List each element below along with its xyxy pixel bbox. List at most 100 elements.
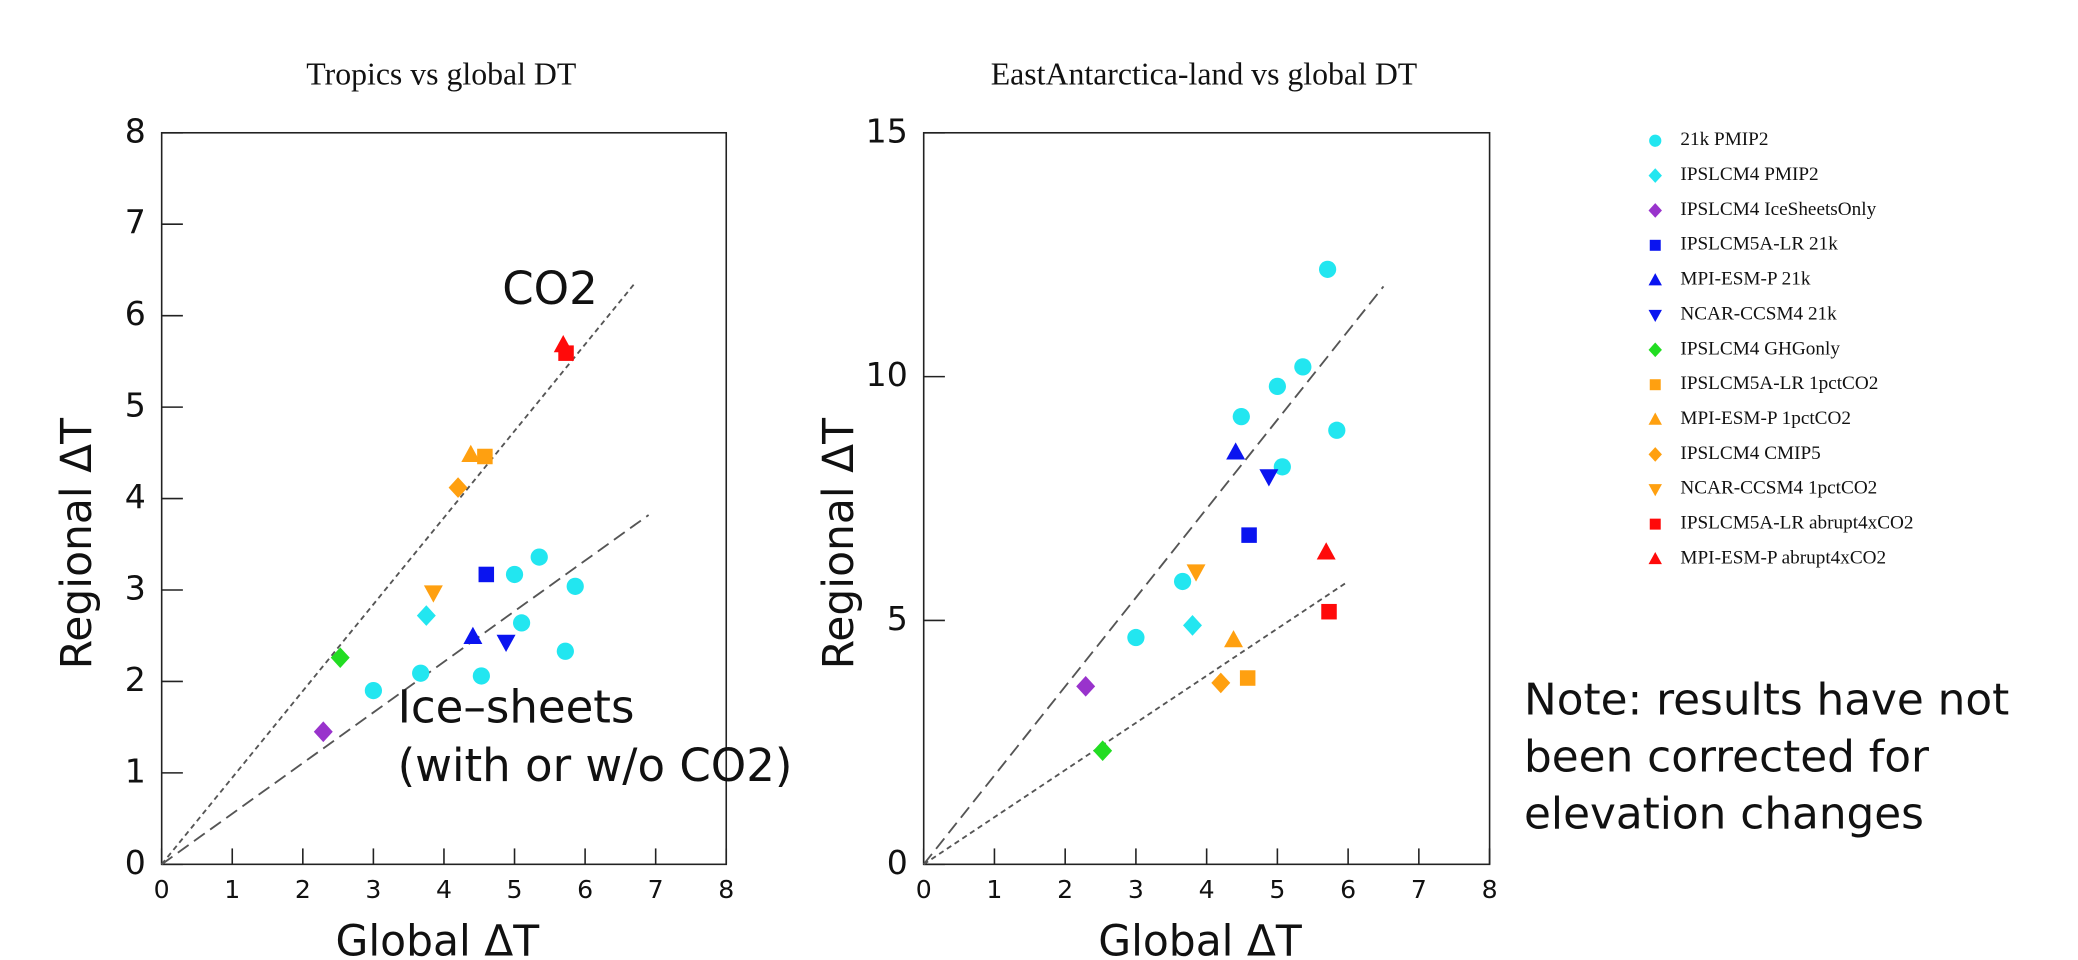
legend-label: 21k PMIP2 — [1680, 129, 1768, 150]
y-axis-label: Regional ΔT — [814, 417, 863, 669]
x-axis-label: Global ΔT — [1098, 916, 1303, 960]
x-tick-label: 1 — [224, 875, 240, 904]
y-tick-label: 5 — [125, 386, 146, 425]
legend-label: IPSLCM5A-LR 21k — [1680, 234, 1838, 255]
y-tick-label: 6 — [125, 294, 146, 333]
x-axis-label: Global ΔT — [336, 916, 541, 960]
x-tick-label: 2 — [1057, 875, 1073, 904]
y-tick-label: 1 — [125, 751, 146, 790]
point — [448, 477, 468, 498]
legend-marker — [1649, 518, 1661, 530]
point — [1183, 615, 1202, 636]
point — [478, 566, 495, 583]
point — [423, 585, 443, 603]
legend-marker — [1648, 342, 1662, 358]
point — [505, 565, 524, 584]
annotation: CO2 — [502, 262, 598, 315]
y-tick-label: 4 — [125, 477, 146, 516]
point — [416, 605, 436, 626]
legend-marker — [1648, 309, 1662, 323]
point — [1226, 442, 1246, 460]
legend-marker — [1648, 551, 1662, 565]
legend-label: MPI-ESM-P 21k — [1680, 269, 1810, 290]
y-tick-label: 0 — [125, 843, 146, 882]
x-tick-label: 2 — [295, 875, 311, 904]
point — [1259, 469, 1279, 487]
legend-label: IPSLCM4 CMIP5 — [1680, 443, 1820, 464]
point — [553, 335, 573, 353]
point — [512, 614, 531, 632]
x-tick-label: 6 — [577, 875, 593, 904]
point — [463, 626, 483, 644]
point — [1186, 564, 1206, 582]
y-tick-label: 15 — [866, 111, 908, 150]
point — [472, 667, 490, 685]
legend-label: NCAR-CCSM4 21k — [1680, 303, 1837, 324]
y-tick-label: 2 — [125, 660, 146, 699]
point — [1127, 628, 1145, 647]
legend-marker — [1649, 134, 1662, 147]
point — [1076, 675, 1096, 697]
note: Note: results have not — [1524, 675, 2009, 726]
point — [566, 577, 584, 595]
point — [496, 634, 516, 653]
point — [556, 642, 574, 660]
legend-marker — [1649, 379, 1661, 391]
x-tick-label: 5 — [1269, 875, 1285, 904]
fit-line — [161, 514, 650, 866]
point — [1211, 672, 1231, 694]
fit-line — [160, 283, 636, 865]
y-tick-label: 7 — [125, 203, 146, 242]
note: elevation changes — [1524, 789, 1924, 840]
point — [1273, 458, 1291, 476]
legend-marker — [1648, 273, 1662, 286]
legend-label: IPSLCM4 IceSheetsOnly — [1680, 199, 1876, 220]
x-tick-label: 0 — [154, 875, 170, 904]
legend-marker — [1649, 239, 1661, 251]
fit-line — [923, 580, 1349, 866]
x-tick-label: 1 — [986, 875, 1002, 904]
x-tick-label: 3 — [1128, 875, 1144, 904]
x-tick-label: 5 — [507, 875, 523, 904]
point — [364, 681, 383, 700]
point — [1224, 630, 1243, 648]
fit-line — [922, 285, 1385, 865]
x-tick-label: 8 — [1482, 875, 1498, 904]
point — [330, 647, 350, 669]
point — [1173, 572, 1192, 591]
point — [461, 444, 481, 462]
x-tick-label: 7 — [1411, 875, 1427, 904]
note: been corrected for — [1524, 732, 1929, 783]
point — [1316, 542, 1336, 560]
point — [1239, 670, 1256, 686]
plot-frame — [922, 131, 1491, 866]
y-tick-label: 5 — [887, 599, 908, 638]
point — [477, 448, 493, 465]
legend-label: MPI-ESM-P abrupt4xCO2 — [1680, 547, 1886, 568]
point — [1093, 740, 1113, 762]
y-tick-label: 0 — [887, 843, 908, 882]
legend-marker — [1648, 412, 1662, 425]
y-tick-label: 10 — [866, 355, 908, 394]
legend-label: IPSLCM5A-LR 1pctCO2 — [1680, 373, 1878, 394]
legend-marker — [1648, 168, 1662, 183]
x-tick-label: 6 — [1340, 875, 1356, 904]
y-tick-label: 3 — [125, 568, 146, 607]
y-tick-label: 8 — [125, 111, 146, 150]
point — [1232, 408, 1250, 426]
y-axis-label: Regional ΔT — [52, 417, 101, 669]
x-tick-label: 4 — [436, 875, 452, 904]
x-tick-label: 3 — [365, 875, 381, 904]
legend-label: NCAR-CCSM4 1pctCO2 — [1680, 478, 1877, 499]
x-tick-label: 8 — [718, 875, 734, 904]
x-tick-label: 0 — [916, 875, 932, 904]
legend-marker — [1648, 447, 1662, 462]
point — [1318, 260, 1337, 278]
x-tick-label: 4 — [1199, 875, 1215, 904]
chart-title: Tropics vs global DT — [306, 56, 576, 91]
legend-label: MPI-ESM-P 1pctCO2 — [1680, 408, 1851, 429]
legend-label: IPSLCM4 GHGonly — [1680, 338, 1840, 359]
legend-label: IPSLCM5A-LR abrupt4xCO2 — [1680, 513, 1913, 534]
